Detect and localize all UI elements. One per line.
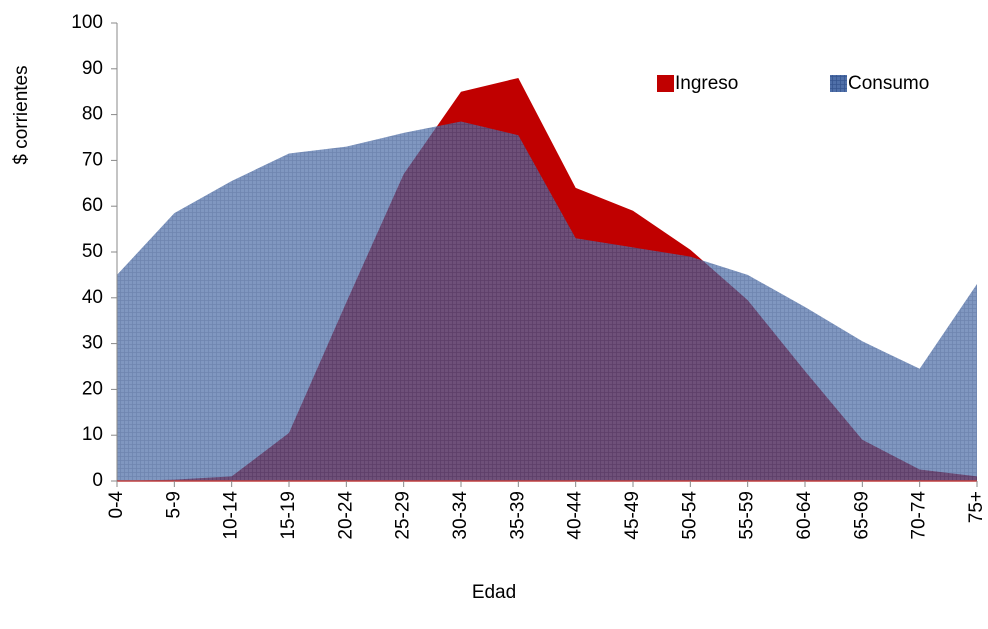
- y-tick-label: 10: [82, 424, 103, 445]
- legend-label: Ingreso: [675, 73, 738, 94]
- x-tick-label: 75+: [966, 491, 987, 523]
- y-tick-label: 70: [82, 149, 103, 170]
- y-tick-label: 60: [82, 195, 103, 216]
- x-tick-label: 55-59: [737, 491, 758, 540]
- y-tick-label: 80: [82, 104, 103, 125]
- x-tick-label: 60-64: [794, 491, 815, 540]
- x-tick-label: 15-19: [278, 491, 299, 540]
- legend-swatch: [657, 75, 674, 92]
- legend-swatch: [830, 75, 847, 92]
- x-tick-label: 0-4: [106, 491, 127, 519]
- x-tick-label: 70-74: [909, 491, 930, 540]
- legend-label: Consumo: [848, 73, 929, 94]
- x-tick-label: 40-44: [565, 491, 586, 540]
- x-axis-label: Edad: [472, 582, 516, 603]
- y-tick-label: 30: [82, 333, 103, 354]
- y-tick-label: 100: [71, 12, 103, 33]
- x-tick-label: 65-69: [851, 491, 872, 540]
- y-axis-label: $ corrientes: [11, 65, 32, 164]
- y-tick-label: 50: [82, 241, 103, 262]
- x-tick-label: 50-54: [679, 491, 700, 540]
- y-tick-label: 0: [92, 470, 103, 491]
- x-tick-label: 25-29: [393, 491, 414, 540]
- x-tick-label: 10-14: [221, 491, 242, 540]
- y-tick-label: 90: [82, 58, 103, 79]
- y-tick-label: 40: [82, 287, 103, 308]
- area: [117, 121, 977, 481]
- x-tick-label: 5-9: [163, 491, 184, 518]
- x-tick-label: 20-24: [335, 491, 356, 540]
- x-tick-label: 35-39: [507, 491, 528, 540]
- x-tick-label: 30-34: [450, 491, 471, 540]
- x-tick-label: 45-49: [622, 491, 643, 540]
- y-tick-label: 20: [82, 378, 103, 399]
